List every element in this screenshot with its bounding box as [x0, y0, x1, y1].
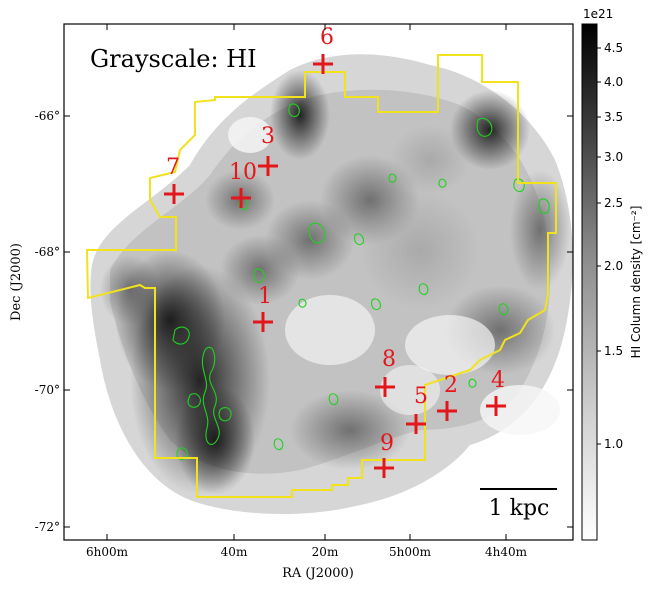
colorbar-tick-label: 4.0 — [604, 75, 623, 89]
plot-frame — [63, 23, 574, 541]
colorbar-label: HI Column density [cm⁻²] — [629, 206, 643, 359]
colorbar — [581, 23, 598, 541]
y-tick-label: -70° — [35, 383, 60, 397]
colorbar-tick-label: 2.5 — [604, 196, 623, 210]
colorbar-tick-label: 2.0 — [604, 259, 623, 273]
marker-label: 5 — [414, 384, 428, 409]
colorbar-tick-label: 3.0 — [604, 150, 623, 164]
x-axis-label: RA (J2000) — [282, 566, 354, 581]
colorbar-ticks: 4.5 4.0 3.5 3.0 2.5 2.0 1.5 1.0 — [597, 41, 623, 451]
marker-label: 3 — [261, 124, 275, 149]
scale-bar-label: 1 kpc — [489, 496, 550, 521]
co-contours — [172, 103, 550, 461]
marker-1: 1 — [253, 284, 273, 332]
panel-title: Grayscale: HI — [90, 45, 257, 73]
marker-10: 10 — [229, 160, 257, 208]
y-axis-label: Dec (J2000) — [9, 243, 24, 321]
marker-label: 9 — [380, 431, 394, 456]
y-tick-label: -72° — [35, 520, 60, 534]
marker-4: 4 — [486, 368, 506, 416]
marker-label: 1 — [258, 284, 272, 309]
colorbar-tick-label: 4.5 — [604, 41, 623, 55]
y-tick-label: -68° — [35, 245, 60, 259]
markers: 1 2 3 4 5 6 7 8 9 10 — [164, 25, 506, 478]
y-axis: -66° -68° -70° -72° — [35, 109, 573, 534]
marker-label: 2 — [444, 373, 458, 398]
marker-8: 8 — [375, 347, 396, 397]
colorbar-tick-label: 1.0 — [604, 437, 623, 451]
colorbar-tick-label: 1.5 — [604, 344, 623, 358]
marker-9: 9 — [374, 431, 394, 478]
x-axis: 6h00m 40m 20m 5h00m 4h40m — [86, 24, 528, 559]
x-tick-label: 4h40m — [485, 545, 528, 559]
colorbar-tick-label: 3.5 — [604, 110, 623, 124]
marker-7: 7 — [164, 155, 184, 204]
x-tick-label: 5h00m — [389, 545, 432, 559]
x-tick-label: 6h00m — [86, 545, 129, 559]
marker-label: 6 — [320, 25, 334, 50]
marker-2: 2 — [437, 373, 458, 421]
y-tick-label: -66° — [35, 109, 60, 123]
x-tick-label: 20m — [312, 545, 339, 559]
colorbar-multiplier: 1e21 — [583, 7, 613, 21]
marker-3: 3 — [258, 124, 278, 176]
x-tick-label: 40m — [221, 545, 248, 559]
marker-label: 7 — [166, 155, 180, 180]
marker-label: 4 — [491, 368, 505, 393]
marker-label: 10 — [229, 160, 257, 185]
survey-footprint — [85, 54, 557, 498]
marker-5: 5 — [406, 384, 428, 434]
marker-label: 8 — [382, 347, 396, 372]
marker-6: 6 — [313, 25, 334, 74]
